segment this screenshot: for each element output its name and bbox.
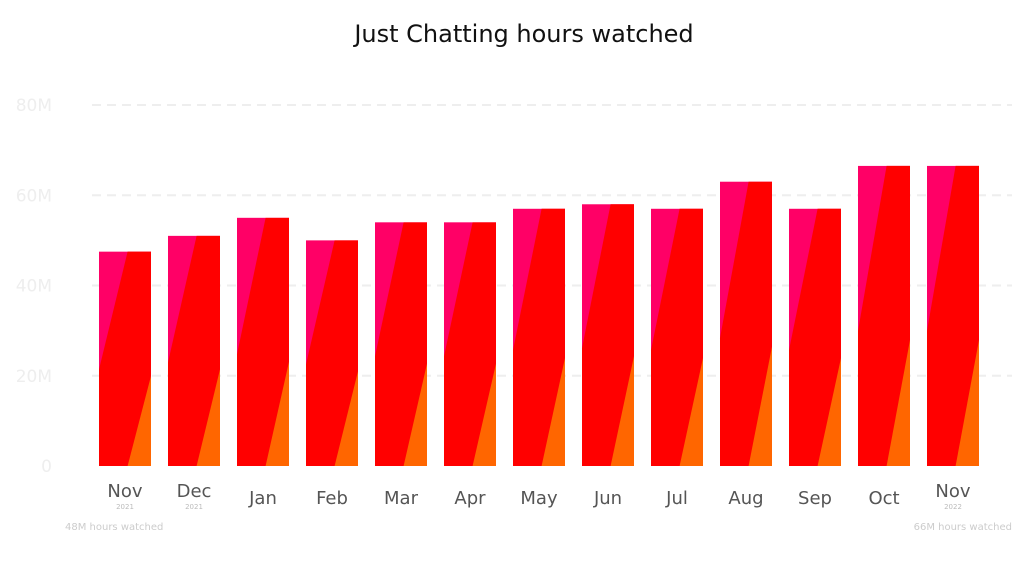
x-tick-label: Aug bbox=[728, 488, 763, 509]
bar-segment-orange bbox=[196, 369, 220, 466]
x-tick-label: Apr bbox=[454, 488, 486, 509]
bar-segment-red bbox=[858, 165, 910, 466]
bar-segment-red bbox=[720, 181, 772, 466]
bar bbox=[651, 208, 703, 466]
bar-segment-red bbox=[99, 251, 151, 466]
y-axis: 0 20M 40M 60M 80M bbox=[16, 96, 52, 477]
x-tick-year: 2022 bbox=[944, 503, 962, 511]
x-tick-label: Sep bbox=[798, 488, 832, 509]
bar bbox=[168, 235, 220, 466]
bar-segment-red bbox=[927, 165, 979, 466]
x-tick-label: Jul bbox=[665, 488, 688, 509]
bar-segment-red bbox=[168, 235, 220, 466]
bar-segment-red bbox=[789, 208, 841, 466]
bar bbox=[513, 208, 565, 466]
bar-segment-red bbox=[237, 217, 289, 466]
bar-segment-orange bbox=[679, 357, 703, 466]
x-tick-label: Mar bbox=[384, 488, 419, 509]
bar-segment-orange bbox=[403, 363, 427, 466]
x-tick-label: Oct bbox=[868, 488, 899, 509]
x-tick-label: Nov bbox=[107, 481, 142, 502]
bar bbox=[720, 181, 772, 466]
footer-right: 66M hours watched bbox=[914, 522, 1012, 533]
x-tick-year: 2021 bbox=[185, 503, 203, 511]
bar bbox=[306, 240, 358, 466]
bar bbox=[927, 165, 979, 466]
bar-segment-orange bbox=[817, 357, 841, 466]
y-tick-label: 40M bbox=[16, 277, 52, 297]
bar bbox=[789, 208, 841, 466]
bar-segment-red bbox=[306, 240, 358, 466]
bar bbox=[375, 222, 427, 466]
footer-left: 48M hours watched bbox=[65, 522, 163, 533]
bar-segment-red bbox=[513, 208, 565, 466]
bar bbox=[237, 217, 289, 466]
bar-segment-red bbox=[375, 222, 427, 466]
x-tick-label: Nov bbox=[935, 481, 970, 502]
y-tick-label: 0 bbox=[41, 457, 52, 477]
x-tick-label: Dec bbox=[177, 481, 212, 502]
chart-title: Just Chatting hours watched bbox=[352, 20, 693, 48]
y-tick-label: 20M bbox=[16, 367, 52, 387]
y-tick-label: 60M bbox=[16, 186, 52, 206]
bar-segment-orange bbox=[127, 375, 151, 466]
bar bbox=[582, 204, 634, 466]
x-tick-label: May bbox=[520, 488, 558, 509]
bar-segment-orange bbox=[334, 371, 358, 466]
bar-segment-red bbox=[651, 208, 703, 466]
bar-segment-orange bbox=[472, 363, 496, 466]
bar-segment-orange bbox=[955, 339, 979, 466]
bar-segment-orange bbox=[265, 361, 289, 466]
bar-segment-red bbox=[444, 222, 496, 466]
y-tick-label: 80M bbox=[16, 96, 52, 116]
x-tick-label: Feb bbox=[316, 488, 348, 509]
bar-segment-orange bbox=[748, 346, 772, 466]
x-tick-year: 2021 bbox=[116, 503, 134, 511]
bar bbox=[858, 165, 910, 466]
bar-segment-red bbox=[582, 204, 634, 466]
bar-segment-orange bbox=[541, 357, 565, 466]
bar-segment-orange bbox=[886, 339, 910, 466]
bar bbox=[99, 251, 151, 466]
bars bbox=[99, 165, 979, 466]
x-tick-label: Jun bbox=[593, 488, 622, 509]
bar bbox=[444, 222, 496, 466]
bar-segment-orange bbox=[610, 356, 634, 466]
x-tick-label: Jan bbox=[248, 488, 277, 509]
